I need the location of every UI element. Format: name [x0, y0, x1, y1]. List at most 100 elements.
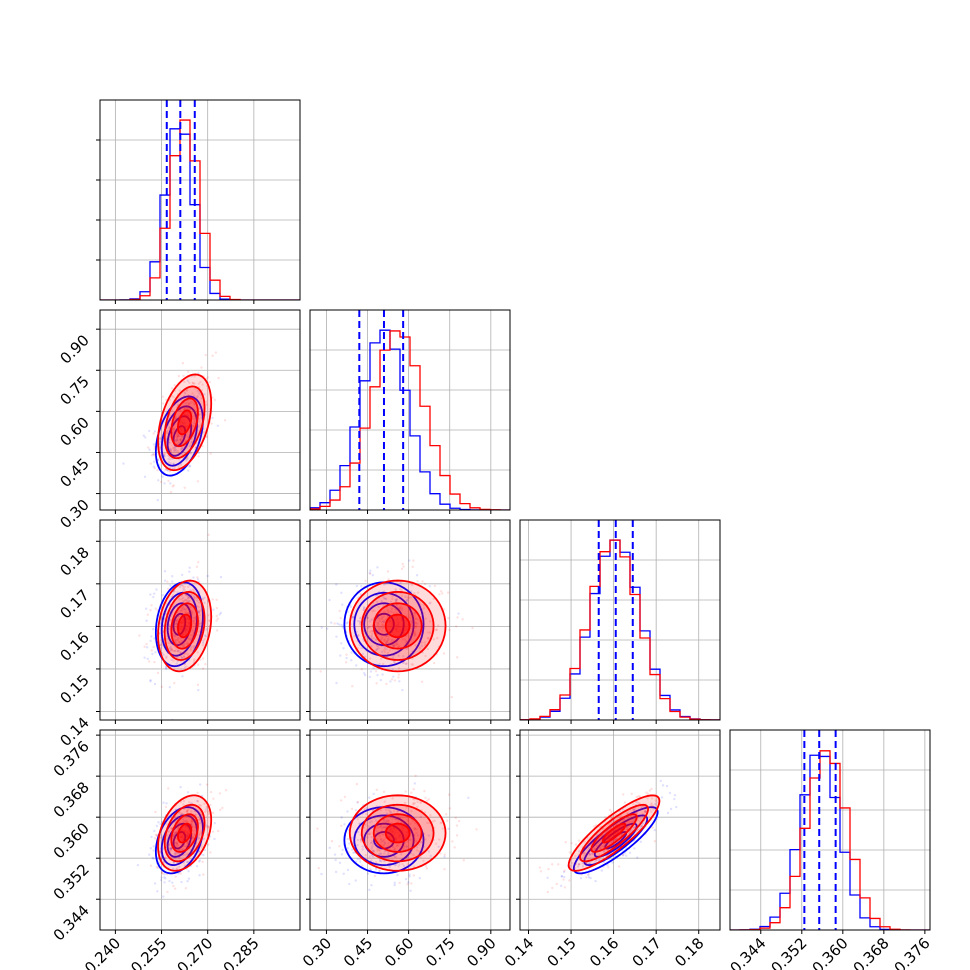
sample-point: [626, 816, 629, 819]
sample-point: [590, 869, 594, 872]
sample-point: [343, 795, 347, 799]
sample-point: [363, 673, 367, 677]
sample-point: [163, 881, 166, 884]
sample-point: [376, 633, 379, 636]
sample-point: [368, 620, 372, 623]
sample-point: [209, 790, 213, 794]
sample-point: [415, 573, 419, 577]
sample-point: [348, 882, 351, 886]
sample-point: [377, 605, 380, 609]
sample-point: [175, 851, 178, 855]
sample-point: [169, 646, 172, 649]
sample-point: [188, 408, 192, 411]
sample-point: [417, 850, 421, 853]
sample-point: [198, 406, 201, 410]
sample-point: [382, 844, 385, 847]
sample-point: [169, 847, 172, 851]
sample-point: [422, 607, 426, 610]
sample-point: [185, 459, 188, 462]
sample-point: [334, 870, 338, 874]
sample-point: [189, 648, 193, 652]
sample-point: [609, 846, 613, 849]
sample-point: [155, 824, 159, 828]
sample-point: [375, 648, 379, 651]
sample-point: [196, 799, 199, 803]
panel-border: [309, 519, 511, 721]
sample-point: [392, 611, 396, 615]
sample-point: [386, 570, 390, 573]
sample-point: [170, 827, 173, 830]
sample-point: [174, 453, 177, 457]
sample-point: [186, 860, 190, 864]
sample-point: [588, 853, 592, 856]
sample-point: [176, 825, 180, 828]
sample-point: [164, 859, 167, 862]
sample-point: [392, 644, 395, 647]
sample-point: [175, 662, 178, 665]
sample-point: [182, 587, 185, 591]
sample-point: [176, 434, 180, 438]
density-contour: [157, 579, 213, 673]
sample-point: [379, 657, 383, 661]
scatter-panel: [516, 729, 721, 934]
sample-point: [149, 462, 153, 465]
sample-point: [410, 882, 413, 885]
sample-point: [198, 832, 201, 835]
sample-point: [215, 614, 218, 618]
sample-point: [186, 810, 189, 814]
sample-point: [638, 795, 641, 798]
sample-point: [453, 846, 456, 849]
sample-point: [378, 619, 382, 623]
sample-point: [359, 621, 362, 625]
sample-point: [397, 820, 400, 823]
sample-point: [375, 600, 379, 603]
sample-point: [168, 602, 171, 605]
sample-point: [199, 658, 202, 661]
sample-point: [370, 645, 373, 648]
sample-point: [413, 634, 416, 637]
sample-point: [376, 621, 379, 625]
panel-content: [730, 730, 930, 930]
sample-point: [598, 846, 602, 849]
sample-point: [374, 819, 378, 822]
sample-point: [319, 670, 322, 673]
sample-point: [359, 860, 362, 863]
sample-point: [333, 853, 337, 856]
sample-point: [213, 837, 216, 841]
sample-point: [219, 611, 223, 615]
sample-point: [166, 445, 170, 448]
sample-point: [169, 419, 172, 422]
sample-point: [160, 870, 164, 874]
sample-point: [413, 612, 416, 616]
sample-point: [190, 645, 193, 648]
sample-point: [152, 454, 156, 457]
sample-point: [395, 817, 399, 820]
sample-point: [176, 450, 180, 453]
sample-point: [409, 838, 412, 841]
sample-point: [148, 448, 151, 451]
x-tick-label: 0.60: [381, 934, 417, 970]
sample-point: [413, 828, 417, 831]
sample-point: [190, 440, 193, 444]
sample-point: [646, 797, 649, 800]
sample-point: [193, 596, 196, 599]
sample-point: [152, 595, 155, 599]
sample-point: [172, 884, 175, 888]
sample-point: [218, 613, 221, 616]
sample-point: [356, 838, 360, 842]
sample-point: [437, 838, 441, 841]
sample-point: [166, 843, 169, 847]
sample-point: [216, 424, 220, 427]
density-contour: [567, 794, 661, 872]
sample-point: [380, 650, 384, 653]
sample-point: [159, 847, 163, 851]
y-tick-label: 0.17: [56, 586, 92, 622]
sample-point: [380, 626, 383, 629]
sample-point: [191, 392, 194, 395]
sample-point: [383, 859, 386, 863]
sample-point: [363, 655, 367, 658]
sample-point: [165, 430, 168, 433]
sample-point: [654, 799, 658, 802]
sample-point: [587, 847, 591, 850]
sample-point: [387, 615, 390, 618]
